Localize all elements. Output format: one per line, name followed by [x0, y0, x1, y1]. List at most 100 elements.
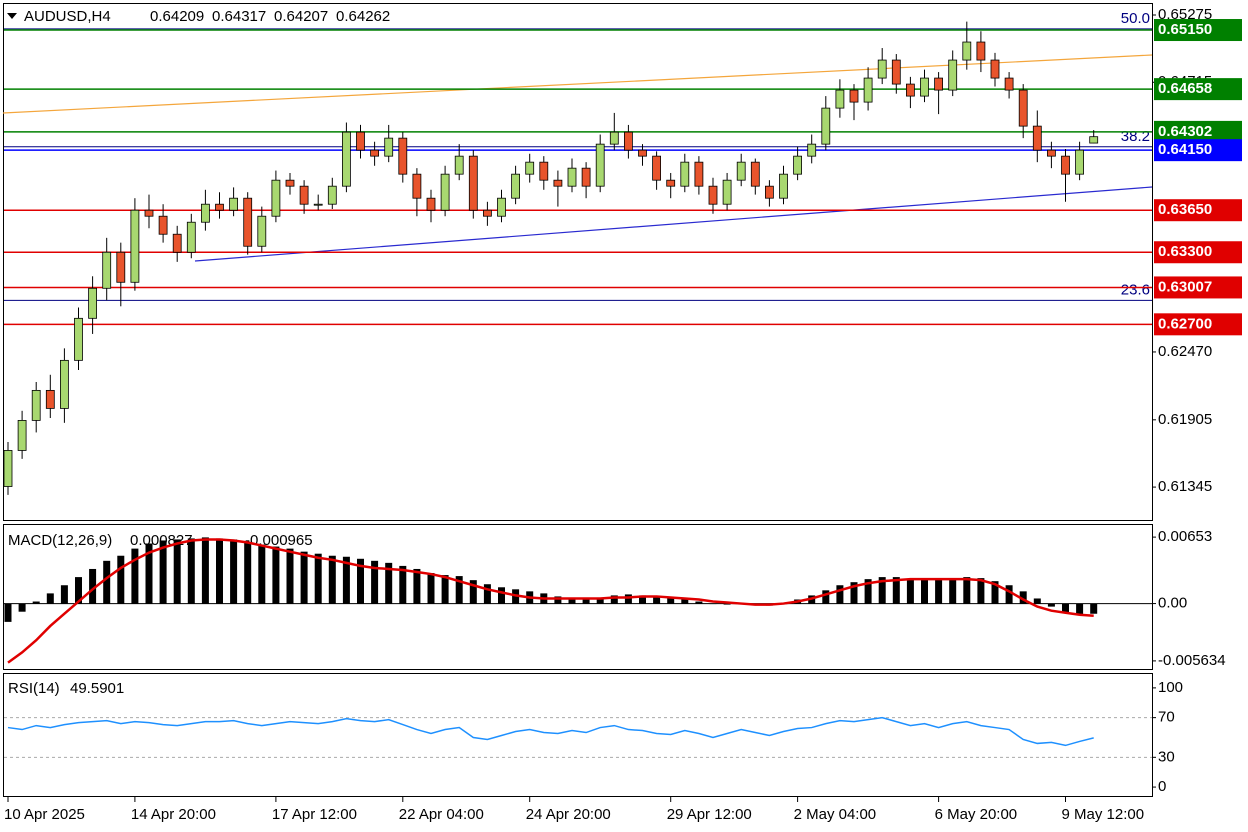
candle-body: [750, 161, 760, 187]
macd-bar: [1062, 603, 1069, 613]
macd-bar: [498, 587, 505, 604]
candle-body: [567, 167, 577, 187]
candle-body: [863, 77, 873, 103]
trend-line: [2, 54, 1153, 114]
price-panel-frame: [3, 3, 1153, 521]
dropdown-icon[interactable]: [7, 13, 17, 19]
candle-body: [920, 77, 929, 97]
candle-body: [31, 389, 41, 421]
x-tick-label: 29 Apr 12:00: [667, 806, 752, 823]
candle-body: [624, 131, 633, 151]
candle-body: [229, 197, 239, 211]
macd-bar: [328, 555, 336, 604]
y-tick-label: 0.62470: [1158, 343, 1212, 360]
rsi-panel-frame: [3, 673, 1153, 797]
candle-body: [356, 131, 365, 151]
candle-body: [807, 143, 817, 157]
macd-bar: [46, 593, 54, 604]
ohlc-close: 0.64262: [336, 8, 390, 25]
macd-bar: [371, 560, 379, 604]
macd-bar: [723, 603, 731, 605]
macd-panel-frame: [3, 524, 1153, 670]
rsi-value: 49.5901: [70, 680, 124, 697]
level-label: 0.64302: [1158, 123, 1212, 140]
x-tick-label: 10 Apr 2025: [4, 806, 85, 823]
macd-bar: [906, 579, 914, 604]
candle-body: [186, 221, 196, 253]
candle-body: [581, 167, 591, 187]
x-tick-label: 14 Apr 20:00: [131, 806, 216, 823]
candle-body: [595, 143, 605, 187]
candle-body: [906, 83, 915, 97]
macd-bar: [201, 537, 209, 604]
candle-body: [1018, 89, 1028, 127]
candle-body: [553, 179, 563, 187]
macd-bar: [949, 578, 957, 604]
candle-body: [440, 173, 450, 211]
rsi-line: [7, 716, 1094, 747]
macd-bar: [399, 565, 407, 604]
macd-bar: [413, 568, 421, 604]
y-tick-label: 0.61905: [1158, 411, 1212, 428]
macd-bar: [483, 584, 491, 604]
candle-body: [736, 161, 746, 181]
candle-body: [144, 209, 154, 217]
macd-bar: [314, 553, 322, 604]
candle-body: [652, 155, 661, 181]
level-box: [1154, 19, 1242, 42]
candle-body: [299, 185, 309, 205]
x-tick-label: 24 Apr 20:00: [526, 806, 611, 823]
candle-body: [398, 137, 408, 175]
macd-bar: [568, 598, 576, 604]
macd-bar: [1005, 585, 1013, 604]
candle-body: [1004, 77, 1014, 91]
macd-bar: [667, 598, 675, 604]
level-label: 0.63300: [1158, 243, 1212, 260]
candle-body: [384, 137, 394, 157]
y-tick-label: 0.65275: [1158, 6, 1212, 23]
macd-bar: [258, 544, 266, 604]
candle-body: [1089, 136, 1099, 144]
candle-body: [74, 317, 83, 361]
candle-body: [849, 89, 859, 103]
macd-bar: [117, 555, 125, 604]
candle-body: [976, 41, 986, 61]
level-box: [1154, 78, 1242, 101]
candle-body: [1061, 155, 1070, 175]
candle-body: [680, 161, 690, 187]
fibo-label: 50.0: [1121, 10, 1150, 27]
macd-bar: [1076, 603, 1084, 615]
macd-bar: [4, 603, 12, 622]
macd-bar: [878, 577, 886, 604]
macd-bar: [60, 585, 68, 604]
candle-body: [934, 77, 943, 91]
macd-bar: [596, 598, 604, 604]
candle-body: [17, 420, 27, 451]
candle-body: [158, 215, 168, 235]
macd-bar: [653, 596, 661, 604]
level-box: [1154, 276, 1242, 299]
macd-bar: [709, 603, 717, 605]
macd-bar: [286, 548, 294, 604]
candle-body: [116, 251, 126, 283]
x-tick-label: 22 Apr 04:00: [399, 806, 484, 823]
level-label: 0.63007: [1158, 278, 1212, 295]
rsi-title: RSI(14): [8, 680, 60, 697]
macd-bar: [681, 599, 689, 604]
candle-body: [835, 89, 845, 109]
candle-body: [539, 161, 549, 181]
y-tick-label: 30: [1158, 748, 1175, 765]
level-box: [1154, 313, 1242, 336]
y-tick-label: 0.61345: [1158, 478, 1212, 495]
candle-body: [200, 203, 210, 223]
candle-body: [285, 179, 295, 187]
candle-body: [102, 251, 112, 289]
symbol-title: AUDUSD,H4: [24, 8, 111, 25]
macd-bar: [639, 595, 646, 604]
macd-bar: [850, 582, 858, 604]
candle-body: [765, 185, 774, 199]
candle-body: [215, 203, 224, 211]
candle-body: [962, 41, 972, 61]
